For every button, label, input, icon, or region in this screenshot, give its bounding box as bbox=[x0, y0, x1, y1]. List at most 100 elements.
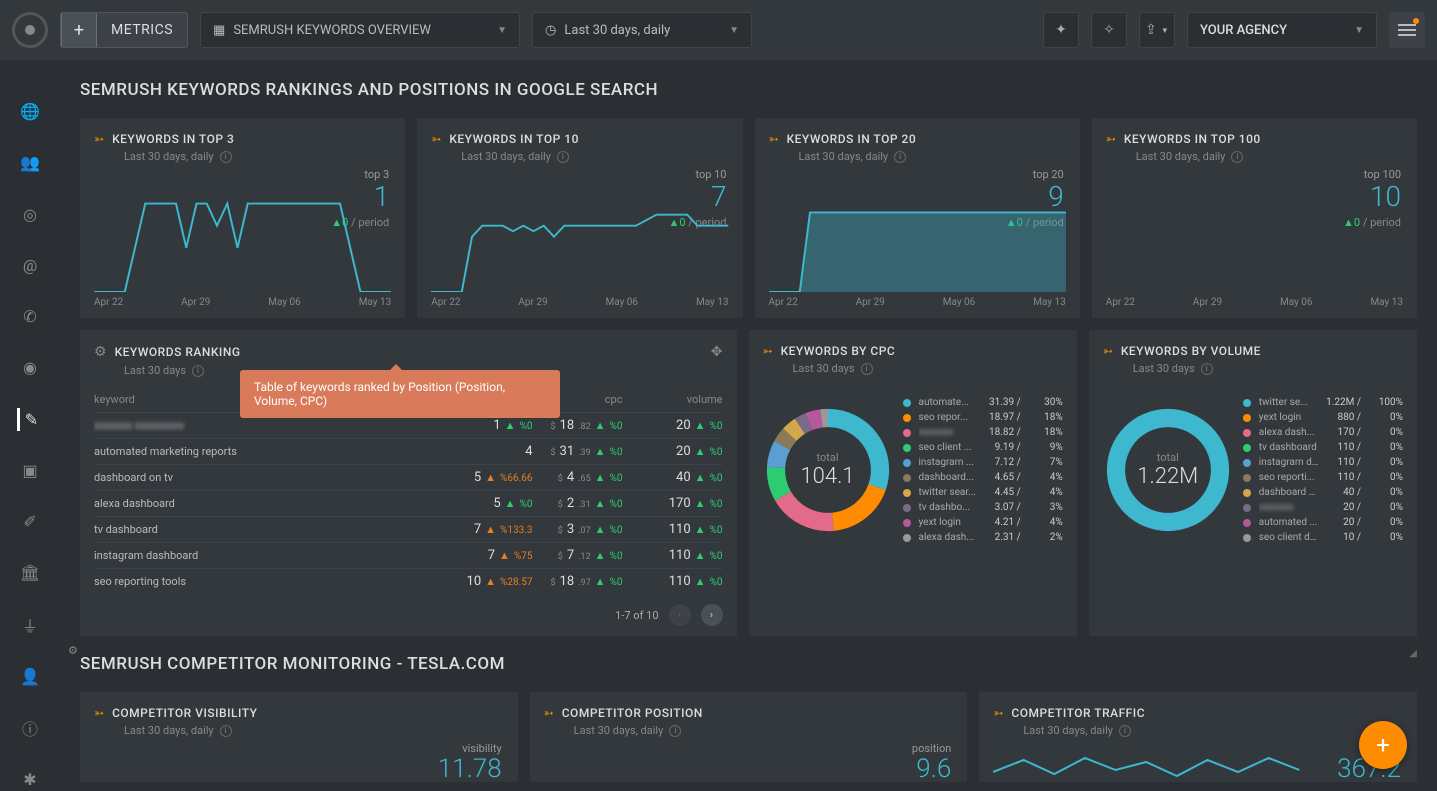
section-title: SEMRUSH KEYWORDS RANKINGS AND POSITIONS … bbox=[80, 80, 1417, 100]
plus-icon: + bbox=[61, 12, 97, 48]
table-row[interactable]: seo reporting tools 10 ▲%28.57 $18.97 ▲%… bbox=[94, 568, 723, 594]
prev-page-button[interactable]: ‹ bbox=[669, 604, 691, 626]
info-icon[interactable]: i bbox=[1231, 151, 1243, 163]
sidebar-item-clipboard[interactable]: ▣ bbox=[18, 459, 42, 482]
table-row[interactable]: automated marketing reports 4 $31.39 ▲%0… bbox=[94, 438, 723, 464]
table-row[interactable]: alexa dashboard 5 ▲%0 $2.31 ▲%0 170 ▲%0 bbox=[94, 490, 723, 516]
card-title: COMPETITOR TRAFFIC bbox=[1011, 706, 1145, 720]
at-icon: @ bbox=[23, 256, 37, 275]
top-card: ➳ KEYWORDS IN TOP 20 Last 30 days, daily… bbox=[755, 118, 1080, 318]
legend-row: tv dashbo... 3.07 / 3% bbox=[903, 500, 1063, 515]
info-icon[interactable]: i bbox=[894, 151, 906, 163]
metrics-label: METRICS bbox=[97, 22, 187, 38]
sidebar-item-plug[interactable]: ⏚ bbox=[18, 613, 42, 637]
position-cell: 10 ▲%28.57 bbox=[423, 574, 533, 589]
legend-row: dashboard... 4.65 / 4% bbox=[903, 470, 1063, 485]
bank-icon: 🏛 bbox=[20, 563, 40, 582]
sidebar-item-bulb[interactable]: ◉ bbox=[18, 356, 42, 379]
sidebar-item-target[interactable]: ◎ bbox=[18, 203, 42, 226]
sidebar-item-bug[interactable]: ✱ bbox=[18, 768, 42, 791]
plus-icon: + bbox=[1376, 731, 1390, 759]
resize-handle[interactable]: ◢ bbox=[1409, 648, 1417, 672]
sidebar: 🌐 👥 ◎ @ ✆ ◉ ✎ ▣ ✐ 🏛 ⏚ 👤 ⓘ ✱ bbox=[0, 60, 60, 791]
volume-legend: twitter se... 1.22M / 100% yext login 88… bbox=[1243, 395, 1403, 545]
sidebar-item-phone[interactable]: ✆ bbox=[18, 305, 42, 328]
info-icon[interactable]: i bbox=[192, 365, 204, 377]
competitor-card: ➳ COMPETITOR POSITION Last 30 days, dail… bbox=[530, 692, 968, 782]
position-cell: 5 ▲%66.66 bbox=[423, 470, 533, 485]
info-icon[interactable]: i bbox=[1201, 363, 1213, 375]
date-dropdown[interactable]: ◷ Last 30 days, daily ▼ bbox=[532, 12, 752, 48]
next-page-button[interactable]: › bbox=[701, 604, 723, 626]
keyword-cell: xxxxxxx xxxxxxxxx bbox=[94, 419, 423, 432]
card-subtitle: Last 30 days bbox=[793, 362, 855, 375]
add-fab[interactable]: + bbox=[1359, 721, 1407, 769]
sidebar-item-people[interactable]: 👥 bbox=[18, 151, 42, 174]
gear-icon[interactable]: ⚙ bbox=[68, 644, 78, 657]
menu-button[interactable] bbox=[1389, 12, 1425, 48]
sidebar-item-edit[interactable]: ✐ bbox=[18, 510, 42, 533]
share-button[interactable]: ⇪▼ bbox=[1139, 12, 1175, 48]
volume-cell: 110 ▲%0 bbox=[623, 574, 723, 589]
move-icon[interactable]: ✥ bbox=[711, 344, 723, 360]
legend-row: seo reporti... 110 / 0% bbox=[1243, 470, 1403, 485]
gear-icon[interactable]: ⚙ bbox=[94, 344, 107, 360]
agency-dropdown[interactable]: YOUR AGENCY ▼ bbox=[1187, 12, 1377, 48]
info-icon[interactable]: i bbox=[1119, 725, 1131, 737]
x-axis: Apr 22Apr 29May 06May 13 bbox=[769, 297, 1066, 308]
top-card: ➳ KEYWORDS IN TOP 3 Last 30 days, daily … bbox=[80, 118, 405, 318]
legend-row: xxxxxxx 18.82 / 18% bbox=[903, 425, 1063, 440]
x-axis: Apr 22Apr 29May 06May 13 bbox=[94, 297, 391, 308]
info-icon[interactable]: i bbox=[220, 151, 232, 163]
keywords-ranking-card: ⚙ KEYWORDS RANKING Last 30 days i ✥ Tabl… bbox=[80, 330, 737, 636]
card-title: KEYWORDS BY VOLUME bbox=[1121, 344, 1261, 358]
info-icon[interactable]: i bbox=[861, 363, 873, 375]
legend-row: automated ... 20 / 0% bbox=[1243, 515, 1403, 530]
keyword-cell: automated marketing reports bbox=[94, 445, 423, 458]
cpc-legend: automate... 31.39 / 30% seo repor... 18.… bbox=[903, 395, 1063, 545]
logo[interactable] bbox=[12, 12, 48, 48]
pagination-text: 1-7 of 10 bbox=[615, 609, 658, 622]
x-axis: Apr 22Apr 29May 06May 13 bbox=[431, 297, 728, 308]
table-row[interactable]: dashboard on tv 5 ▲%66.66 $4.65 ▲%0 40 ▲… bbox=[94, 464, 723, 490]
section-title: SEMRUSH COMPETITOR MONITORING - TESLA.CO… bbox=[80, 654, 1417, 674]
sidebar-item-at[interactable]: @ bbox=[18, 254, 42, 277]
table-row[interactable]: instagram dashboard 7 ▲%75 $7.12 ▲%0 110… bbox=[94, 542, 723, 568]
legend-row: twitter sear... 4.45 / 4% bbox=[903, 485, 1063, 500]
metrics-button[interactable]: + METRICS bbox=[60, 12, 188, 48]
sparkle-icon: ✧ bbox=[1103, 22, 1115, 38]
chevron-down-icon: ▼ bbox=[1161, 26, 1169, 35]
info-icon[interactable]: i bbox=[220, 725, 232, 737]
chart bbox=[94, 188, 391, 292]
sidebar-item-bank[interactable]: 🏛 bbox=[18, 561, 42, 584]
card-title: COMPETITOR VISIBILITY bbox=[112, 706, 257, 720]
card-title: KEYWORDS IN TOP 3 bbox=[112, 132, 234, 146]
view-dropdown-label: SEMRUSH KEYWORDS OVERVIEW bbox=[233, 23, 431, 38]
cpc-cell: $31.39 ▲%0 bbox=[533, 444, 623, 459]
volume-cell: 110 ▲%0 bbox=[623, 522, 723, 537]
keyword-cell: alexa dashboard bbox=[94, 497, 423, 510]
volume-cell: 40 ▲%0 bbox=[623, 470, 723, 485]
content: SEMRUSH KEYWORDS RANKINGS AND POSITIONS … bbox=[60, 60, 1437, 791]
grid-icon: ▦ bbox=[213, 23, 225, 38]
legend-row: alexa dash... 170 / 0% bbox=[1243, 425, 1403, 440]
keywords-by-cpc-card: ➳ KEYWORDS BY CPC Last 30 days i total 1… bbox=[749, 330, 1077, 636]
card-subtitle: Last 30 days bbox=[1133, 362, 1195, 375]
legend-row: alexa dash... 2.31 / 2% bbox=[903, 530, 1063, 545]
semrush-icon: ➳ bbox=[1103, 344, 1113, 358]
theme-button[interactable]: ✦ bbox=[1043, 12, 1079, 48]
sidebar-item-pencil[interactable]: ✎ bbox=[17, 408, 41, 431]
sidebar-item-info[interactable]: ⓘ bbox=[18, 716, 42, 740]
position-cell: 5 ▲%0 bbox=[423, 496, 533, 511]
table-row[interactable]: tv dashboard 7 ▲%133.3 $3.07 ▲%0 110 ▲%0 bbox=[94, 516, 723, 542]
info-icon[interactable]: i bbox=[669, 725, 681, 737]
info-icon[interactable]: i bbox=[557, 151, 569, 163]
semrush-icon: ➳ bbox=[544, 706, 554, 720]
view-dropdown[interactable]: ▦ SEMRUSH KEYWORDS OVERVIEW ▼ bbox=[200, 12, 520, 48]
agency-label: YOUR AGENCY bbox=[1200, 23, 1287, 38]
semrush-icon: ➳ bbox=[769, 132, 779, 146]
sidebar-item-user[interactable]: 👤 bbox=[18, 665, 42, 688]
sparkle-button[interactable]: ✧ bbox=[1091, 12, 1127, 48]
sidebar-item-globe[interactable]: 🌐 bbox=[18, 100, 42, 123]
legend-row: tv dashboard 110 / 0% bbox=[1243, 440, 1403, 455]
